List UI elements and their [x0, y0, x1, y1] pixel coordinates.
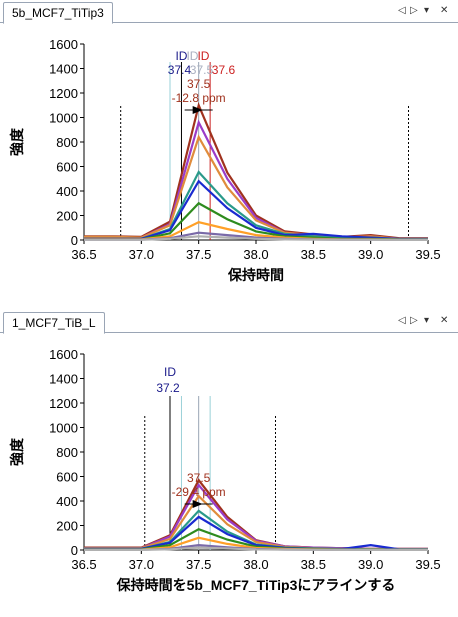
id-label: ID [164, 365, 176, 379]
chart-2-container: 0 200 400 600 800 1000 1200 1400 1600 36.5 37.0 37.… [0, 332, 458, 612]
scroll-left-icon[interactable]: ◁ [398, 3, 406, 19]
id-value-label: 37.5 [190, 63, 214, 77]
x-tick-label: 38.5 [301, 557, 326, 572]
scroll-right-icon[interactable]: ▷ [410, 313, 418, 329]
peak-rt-label: 37.5 [187, 471, 211, 485]
x-tick-label: 39.5 [415, 557, 440, 572]
y-tick-label: 200 [56, 519, 78, 534]
tab-1-mcf7-tib-l[interactable]: 1_MCF7_TiB_L [3, 312, 105, 334]
y-axis-label: 強度 [9, 127, 25, 156]
peak-ppm-label: -29.4 ppm [172, 485, 226, 499]
y-tick-label: 1600 [49, 37, 78, 52]
tab-5b-mcf7-titip3[interactable]: 5b_MCF7_TiTip3 [3, 2, 113, 24]
y-tick-label: 1000 [49, 421, 78, 436]
x-tick-label: 36.5 [71, 557, 96, 572]
id-label: ID [197, 49, 209, 63]
id-value-label: 37.2 [156, 381, 180, 395]
close-icon[interactable]: ✕ [440, 3, 448, 19]
peak-rt-label: 37.5 [187, 77, 211, 91]
dropdown-icon[interactable]: ▾ [424, 313, 429, 329]
x-tick-label: 36.5 [71, 247, 96, 262]
x-tick-label: 39.5 [415, 247, 440, 262]
tab-bar: 5b_MCF7_TiTip3 ◁ ▷ ▾ ✕ [0, 0, 458, 23]
y-tick-label: 0 [71, 543, 78, 558]
y-tick-label: 1200 [49, 86, 78, 101]
close-icon[interactable]: ✕ [440, 313, 448, 329]
x-axis-label: 保持時間を5b_MCF7_TiTip3にアラインする [116, 577, 396, 593]
chart-1-container: 0 200 400 600 800 1000 1200 1400 1600 36.5 37.0 37.… [0, 22, 458, 302]
x-tick-label: 37.0 [129, 557, 154, 572]
y-tick-label: 800 [56, 135, 78, 150]
x-tick-label: 38.5 [301, 247, 326, 262]
y-tick-label: 0 [71, 233, 78, 248]
y-tick-label: 600 [56, 470, 78, 485]
series-line-4 [84, 511, 428, 550]
peak-apex-arrow-icon [193, 500, 203, 508]
x-tick-label: 37.0 [129, 247, 154, 262]
chromatogram-panel-1: 5b_MCF7_TiTip3 ◁ ▷ ▾ ✕ 0 200 400 600 800 1000… [0, 0, 458, 302]
x-axis-label: 保持時間 [227, 267, 284, 283]
chromatogram-chart-1: 0 200 400 600 800 1000 1200 1400 1600 36.5 37.0 37.… [0, 22, 458, 302]
y-tick-label: 400 [56, 494, 78, 509]
x-tick-label: 39.0 [358, 557, 383, 572]
y-tick-label: 1000 [49, 111, 78, 126]
series-line-5 [84, 517, 428, 549]
chromatogram-panel-2: 1_MCF7_TiB_L ◁ ▷ ▾ ✕ 0 200 400 600 800 1000 12… [0, 310, 458, 611]
x-tick-label: 37.5 [186, 247, 211, 262]
peak-ppm-label: -12.8 ppm [172, 91, 226, 105]
id-value-label: 37.6 [212, 63, 236, 77]
series-line-3 [84, 496, 428, 549]
series-line-1 [84, 480, 428, 549]
series-line-4 [84, 172, 428, 239]
x-tick-label: 38.0 [243, 557, 268, 572]
dropdown-icon[interactable]: ▾ [424, 3, 429, 19]
y-tick-label: 400 [56, 184, 78, 199]
y-tick-label: 200 [56, 209, 78, 224]
series-line-3 [84, 137, 428, 239]
id-value-label: 37.4 [168, 63, 192, 77]
y-tick-label: 1400 [49, 62, 78, 77]
x-tick-label: 38.0 [243, 247, 268, 262]
y-tick-label: 1400 [49, 372, 78, 387]
tab-bar: 1_MCF7_TiB_L ◁ ▷ ▾ ✕ [0, 310, 458, 333]
y-axis-label: 強度 [9, 437, 25, 466]
y-tick-label: 600 [56, 160, 78, 175]
chromatogram-chart-2: 0 200 400 600 800 1000 1200 1400 1600 36.5 37.0 37.… [0, 332, 458, 612]
y-tick-label: 800 [56, 445, 78, 460]
y-tick-label: 1600 [49, 347, 78, 362]
y-tick-label: 1200 [49, 396, 78, 411]
scroll-left-icon[interactable]: ◁ [398, 313, 406, 329]
scroll-right-icon[interactable]: ▷ [410, 3, 418, 19]
x-tick-label: 37.5 [186, 557, 211, 572]
x-tick-label: 39.0 [358, 247, 383, 262]
